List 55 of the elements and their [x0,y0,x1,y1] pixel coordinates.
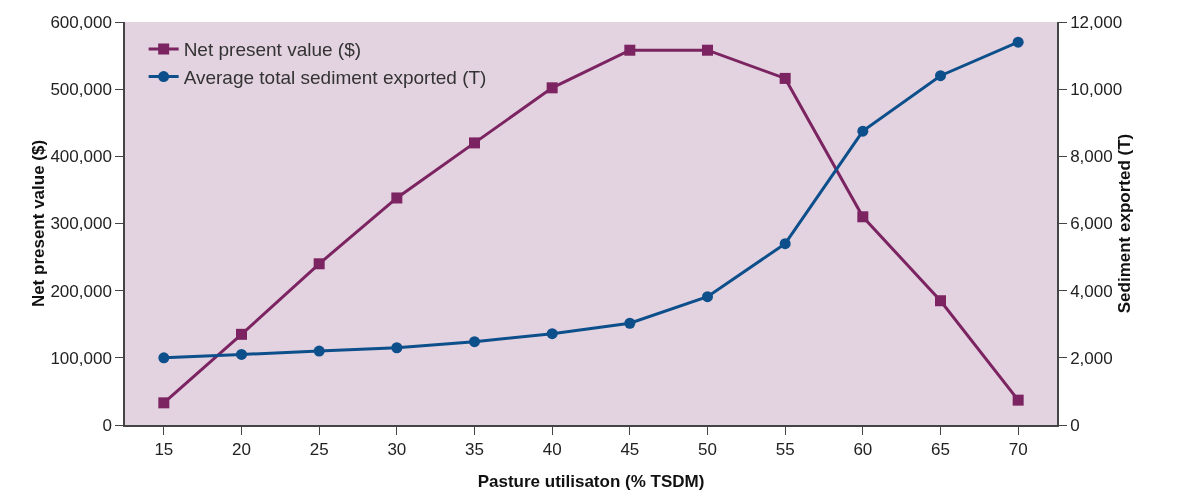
point [779,238,791,250]
point [935,295,946,307]
x-axis-title: Pasture utilisaton (% TSDM) [477,471,705,491]
point [469,336,480,348]
legend-label: Average total sediment exported (T) [183,67,487,89]
y2-tick-label: 6,000 [1070,214,1113,234]
point [546,82,558,94]
point [624,317,636,329]
point [158,397,170,409]
point [857,125,869,137]
point [857,211,869,223]
point [935,70,946,82]
y-tick-label: 400,000 [50,147,112,167]
y2-tick-label: 0 [1070,415,1080,435]
x-tick-label: 30 [387,440,407,460]
x-tick-label: 40 [542,440,562,460]
point [1012,394,1024,406]
point [313,345,325,357]
x-tick-label: 45 [620,440,640,460]
point [158,352,170,364]
x-tick-label: 35 [465,440,484,460]
y-tick-label: 300,000 [50,214,112,234]
y2-tick-label: 2,000 [1070,348,1113,368]
x-tick-label: 15 [154,440,174,460]
point [391,342,403,354]
y2-tick-label: 10,000 [1070,80,1123,100]
x-tick-label: 65 [931,440,950,460]
point [702,291,713,303]
point [779,72,791,84]
point [391,192,403,204]
y-axis-title: Net present value ($) [29,139,49,308]
x-tick-label: 50 [698,440,717,460]
x-tick-label: 55 [775,440,795,460]
y-tick-label: 600,000 [50,12,112,32]
y-tick-label: 0 [102,415,112,435]
point [1012,36,1024,48]
point [313,258,325,270]
y2-tick-label: 12,000 [1070,12,1123,32]
point [702,44,713,56]
x-tick-label: 20 [232,440,251,460]
x-tick-label: 60 [853,440,873,460]
point [236,348,247,360]
y-tick-label: 100,000 [50,348,112,368]
x-tick-label: 25 [309,440,329,460]
point [546,328,558,340]
y2-tick-label: 4,000 [1070,281,1113,301]
point [469,137,480,149]
point [236,328,247,340]
y-tick-label: 500,000 [50,80,112,100]
y2-tick-label: 8,000 [1070,147,1113,167]
y-tick-label: 200,000 [50,281,112,301]
legend-label: Net present value ($) [183,39,362,61]
point [624,44,636,56]
x-tick-label: 70 [1008,440,1028,460]
y2-axis-title: Sediment exported (T) [1114,133,1134,314]
